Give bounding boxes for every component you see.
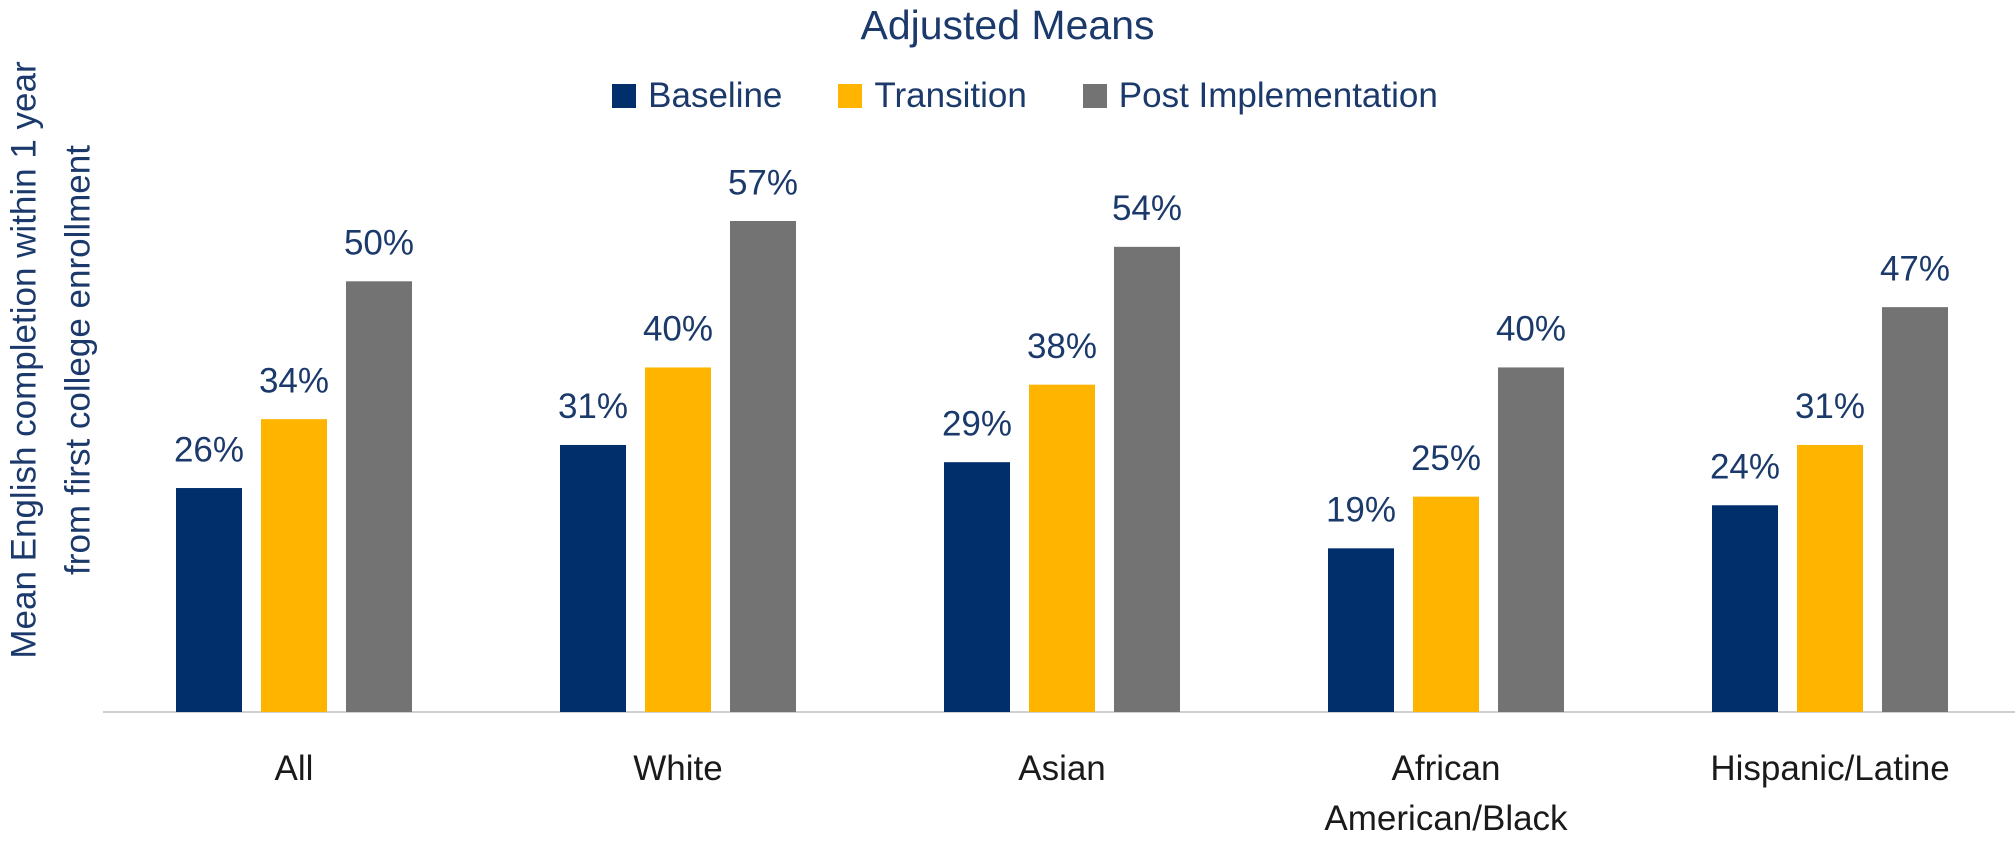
data-label: 19% [1326,491,1396,530]
legend-item: Post Implementation [1082,76,1438,116]
y-axis-label: Mean English completion within 1 year fr… [4,61,97,659]
bar [1114,246,1180,712]
bar [176,488,242,712]
data-label: 34% [259,361,329,400]
data-label: 50% [344,224,414,263]
legend-item: Baseline [612,76,782,116]
x-tick-label: All [274,749,314,788]
legend: Baseline Transition Post Implementation [0,76,2015,116]
legend-label: Baseline [648,76,783,115]
bar [560,444,626,712]
data-label: 24% [1710,448,1780,487]
bar [1712,505,1778,712]
bar [1498,367,1564,712]
legend-swatch [838,84,863,108]
y-axis-label-line: Mean English completion within 1 year [4,61,43,659]
legend-swatch [612,84,637,108]
x-tick-label: White [633,749,723,788]
bar [645,367,711,712]
data-label: 26% [174,430,244,469]
bar [346,281,412,712]
bar [730,221,796,712]
y-axis-label-line: from first college enrollment [58,145,97,575]
x-tick-label: African American/Black [1324,749,1568,838]
data-label: 31% [1795,387,1865,426]
data-label: 29% [942,404,1012,443]
data-label: 54% [1112,189,1182,228]
x-tick-label: Asian [1018,749,1106,788]
legend-label: Post Implementation [1118,76,1438,115]
legend-item: Transition [838,76,1027,116]
data-label: 31% [558,387,628,426]
bar [1413,496,1479,712]
bar [1029,384,1095,712]
bar [261,419,327,712]
legend-swatch [1082,84,1107,108]
bar [944,462,1010,712]
data-label: 38% [1027,327,1097,366]
data-label: 40% [643,310,713,349]
bar [1328,548,1394,712]
bar [1797,444,1863,712]
data-label: 25% [1411,439,1481,478]
data-label: 57% [728,163,798,202]
x-tick-label: Hispanic/Latine [1710,749,1950,788]
data-label: 47% [1880,249,1950,288]
bar [1882,307,1948,712]
chart-title: Adjusted Means [860,2,1155,48]
legend-label: Transition [874,76,1027,115]
data-label: 40% [1496,310,1566,349]
